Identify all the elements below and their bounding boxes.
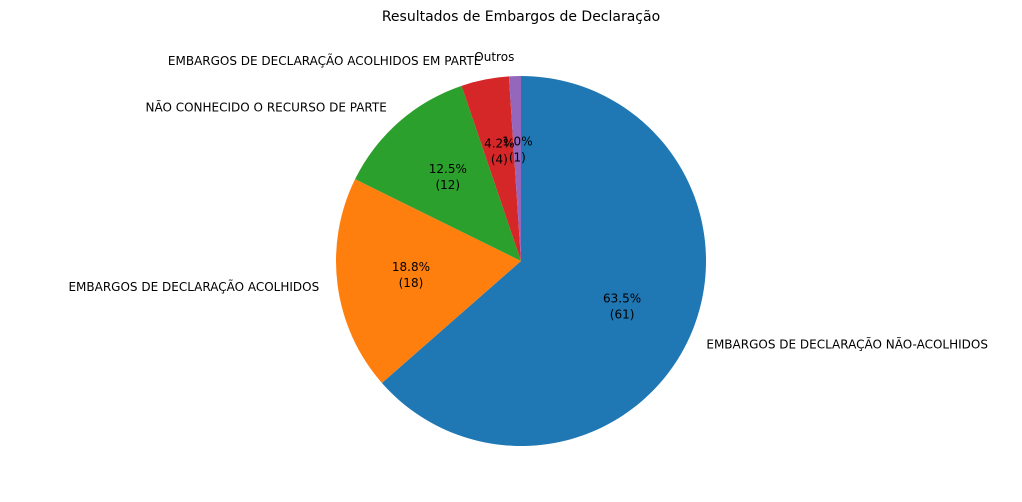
slice-percent-0: 63.5%: [603, 291, 641, 305]
slice-label-2: NÃO CONHECIDO O RECURSO DE PARTE: [146, 100, 387, 115]
slice-label-3: EMBARGOS DE DECLARAÇÃO ACOLHIDOS EM PART…: [168, 53, 481, 68]
chart-title: Resultados de Embargos de Declaração: [382, 9, 660, 25]
slice-percent-4: 1.0%: [502, 135, 533, 149]
labels-layer: EMBARGOS DE DECLARAÇÃO NÃO-ACOLHIDOS 63.5…: [68, 50, 987, 351]
slice-label-4: Outros: [474, 50, 514, 64]
slices-layer: [336, 76, 706, 447]
pie-slice-4: [508, 76, 521, 261]
slice-label-1: EMBARGOS DE DECLARAÇÃO ACOLHIDOS: [68, 279, 319, 294]
pie-slice-2: [355, 85, 521, 261]
pie-slice-0: [381, 76, 706, 447]
slice-count-3: (4): [491, 153, 508, 167]
slice-count-4: (1): [509, 151, 526, 165]
slice-percent-2: 12.5%: [429, 162, 467, 176]
slice-percent-3: 4.2%: [484, 137, 515, 151]
slice-count-0: (61): [610, 307, 635, 321]
pie-slice-1: [336, 179, 521, 383]
slice-count-2: (12): [435, 178, 460, 192]
pie-slice-3: [461, 76, 521, 261]
slice-count-1: (18): [399, 276, 424, 290]
slice-label-0: EMBARGOS DE DECLARAÇÃO NÃO-ACOLHIDOS: [706, 336, 988, 351]
slice-percent-1: 18.8%: [392, 260, 430, 274]
